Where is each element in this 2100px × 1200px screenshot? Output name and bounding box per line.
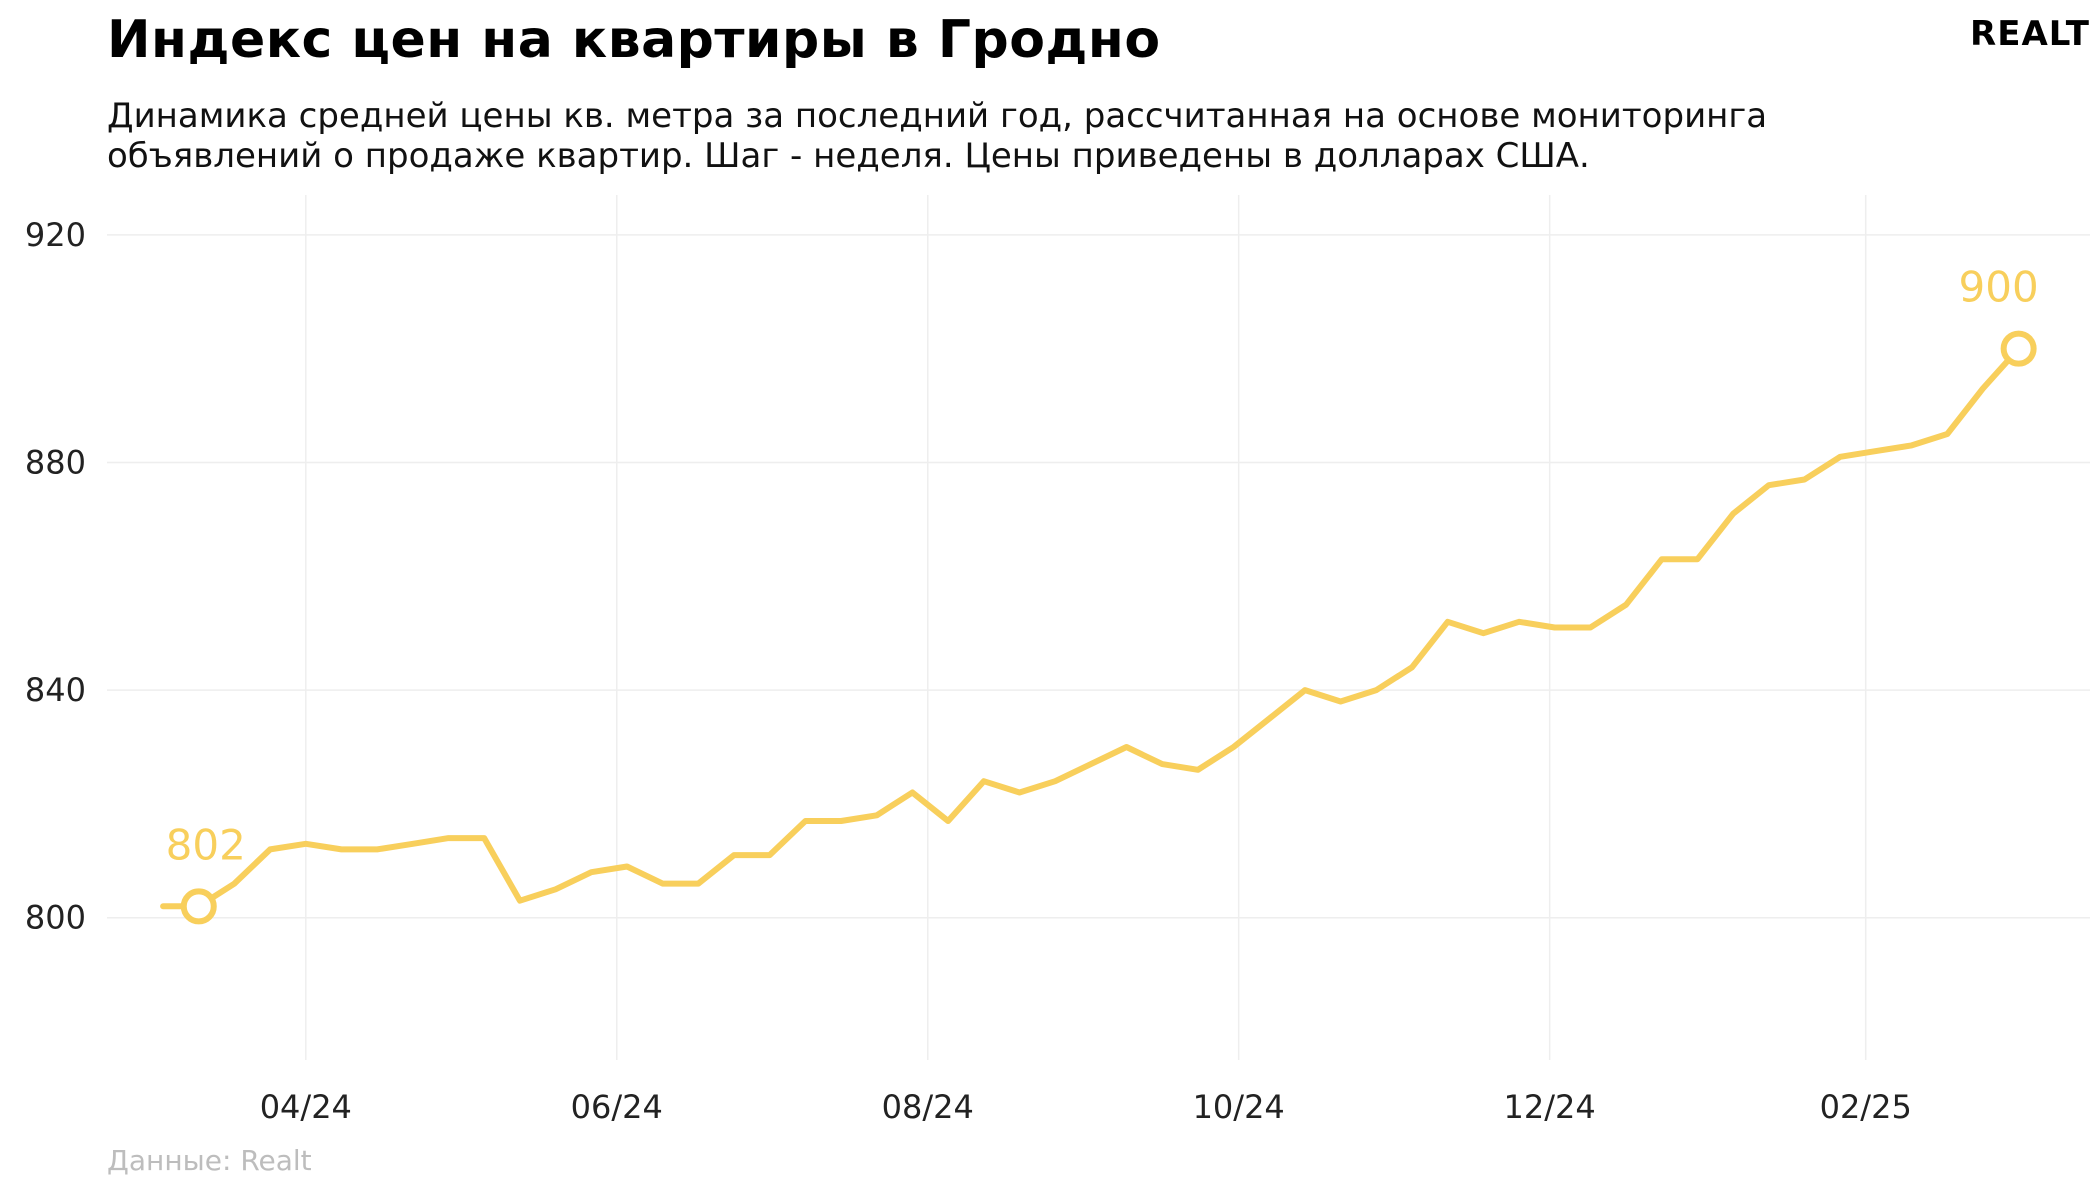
- data-point: [1409, 664, 1415, 670]
- data-point: [660, 881, 666, 887]
- data-point: [553, 886, 559, 892]
- data-point: [1909, 442, 1915, 448]
- data-point: [838, 818, 844, 824]
- data-point: [731, 852, 737, 858]
- data-point: [1016, 790, 1022, 796]
- data-point: [695, 881, 701, 887]
- y-tick-label: 800: [25, 899, 86, 937]
- data-point: [1445, 619, 1451, 625]
- data-point: [802, 818, 808, 824]
- annotations: 802 900: [166, 263, 2039, 925]
- data-point: [1159, 761, 1165, 767]
- data-point: [410, 841, 416, 847]
- data-point: [1266, 716, 1272, 722]
- data-point: [909, 790, 915, 796]
- data-point: [874, 812, 880, 818]
- data-point: [267, 846, 273, 852]
- x-tick-label: 08/24: [882, 1088, 974, 1126]
- data-point: [1338, 698, 1344, 704]
- x-tick-label: 06/24: [571, 1088, 663, 1126]
- data-point: [1766, 482, 1772, 488]
- x-tick-label: 04/24: [260, 1088, 352, 1126]
- data-point: [303, 841, 309, 847]
- data-label: 900: [1959, 263, 2039, 312]
- data-point: [1623, 602, 1629, 608]
- data-point: [1802, 477, 1808, 483]
- price-index-line: [160, 345, 2022, 910]
- data-point: [160, 903, 166, 909]
- x-tick-label: 02/25: [1820, 1088, 1912, 1126]
- data-point: [767, 852, 773, 858]
- data-point: [624, 864, 630, 870]
- data-point: [1052, 778, 1058, 784]
- chart-title: Индекс цен на квартиры в Гродно: [107, 10, 1161, 70]
- data-point: [1730, 511, 1736, 517]
- data-point: [446, 835, 452, 841]
- data-point: [945, 818, 951, 824]
- series: [160, 345, 2022, 910]
- endpoint-marker: [2000, 330, 2037, 367]
- data-point: [1480, 630, 1486, 636]
- data-label: 802: [166, 820, 246, 869]
- x-tick-label: 12/24: [1504, 1088, 1596, 1126]
- data-point: [1516, 619, 1522, 625]
- data-point: [588, 869, 594, 875]
- data-point: [1837, 454, 1843, 460]
- data-source-note: Данные: Realt: [107, 1144, 312, 1177]
- x-axis-ticks: 04/24 06/24 08/24 10/24 12/24 02/25: [260, 1088, 1912, 1126]
- data-point: [1873, 448, 1879, 454]
- data-point: [1231, 744, 1237, 750]
- data-point: [1694, 556, 1700, 562]
- data-point: [517, 898, 523, 904]
- data-point: [1944, 431, 1950, 437]
- data-point: [374, 846, 380, 852]
- data-point: [1552, 625, 1558, 631]
- data-point: [1980, 385, 1986, 391]
- data-point: [1124, 744, 1130, 750]
- data-point: [231, 881, 237, 887]
- y-tick-label: 840: [25, 671, 86, 709]
- y-axis-ticks: 800 840 880 920: [25, 216, 86, 937]
- data-point: [1195, 767, 1201, 773]
- x-tick-label: 10/24: [1193, 1088, 1285, 1126]
- grid: [107, 195, 2090, 1060]
- data-point: [1587, 625, 1593, 631]
- data-point: [981, 778, 987, 784]
- data-point: [1302, 687, 1308, 693]
- y-tick-label: 880: [25, 443, 86, 481]
- data-point: [481, 835, 487, 841]
- data-point: [1373, 687, 1379, 693]
- y-tick-label: 920: [25, 216, 86, 254]
- endpoint-marker: [180, 888, 217, 925]
- chart-subtitle: Динамика средней цены кв. метра за после…: [107, 96, 1768, 176]
- data-point: [338, 846, 344, 852]
- data-point: [1659, 556, 1665, 562]
- data-point: [1088, 761, 1094, 767]
- realt-logo: REALT: [1970, 14, 2090, 54]
